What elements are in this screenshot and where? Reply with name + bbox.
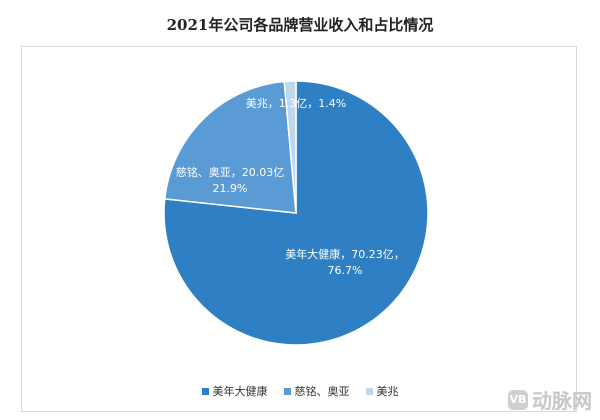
pie-slice-ciming — [163, 80, 297, 214]
legend-swatch-meizhao — [365, 387, 373, 395]
legend-item-ciming: 慈铭、奥亚 — [283, 383, 350, 399]
data-label-meinian: 美年大健康，70.23亿， 76.7% — [285, 247, 405, 277]
plot-frame — [21, 46, 577, 412]
watermark: VB 动脉网 — [508, 385, 592, 414]
legend-label-meinian: 美年大健康 — [212, 385, 268, 398]
chart-title: 2021年公司各品牌营业收入和占比情况 — [166, 16, 434, 34]
legend-swatch-ciming — [283, 387, 291, 395]
pie-slice-meizhao — [283, 80, 297, 214]
watermark-logo-icon: VB — [508, 389, 528, 410]
legend-item-meizhao: 美兆 — [365, 383, 399, 399]
data-label-ciming: 慈铭、奥亚，20.03亿 21.9% — [176, 165, 285, 195]
legend: 美年大健康 慈铭、奥亚 美兆 — [0, 383, 600, 399]
legend-label-ciming: 慈铭、奥亚 — [294, 385, 350, 398]
legend-label-meizhao: 美兆 — [376, 385, 399, 398]
legend-swatch-meinian — [201, 387, 209, 395]
watermark-text: 动脉网 — [532, 389, 592, 413]
legend-item-meinian: 美年大健康 — [201, 383, 268, 399]
data-label-meizhao: 美兆，1.3亿，1.4% — [246, 97, 346, 110]
